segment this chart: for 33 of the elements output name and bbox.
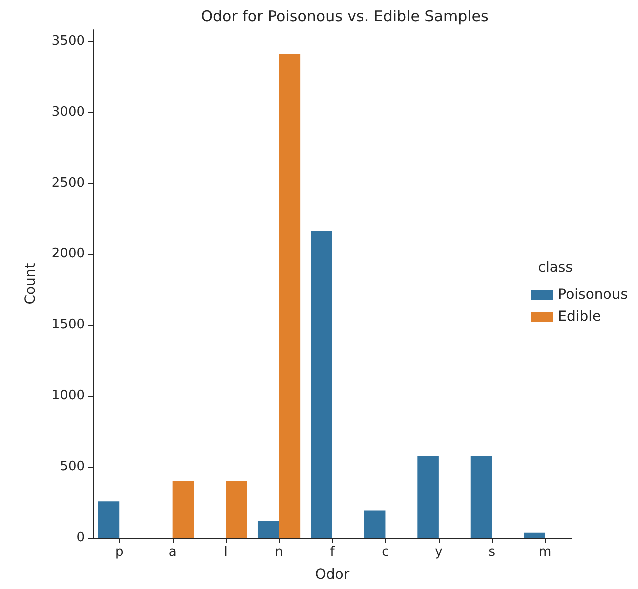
y-tick-label: 3500 — [52, 34, 85, 49]
bar — [258, 520, 280, 538]
x-tick-label: l — [224, 545, 228, 560]
x-tick-label: a — [168, 545, 177, 560]
legend-title: class — [538, 260, 574, 276]
y-tick-label: 1000 — [52, 388, 85, 404]
y-tick-label: 3000 — [52, 104, 85, 120]
bar — [418, 456, 439, 538]
legend-label: Poisonous — [558, 287, 628, 303]
x-tick-label: f — [330, 545, 336, 560]
bar — [226, 481, 248, 538]
x-tick-label: n — [275, 545, 284, 560]
y-tick-label: 2000 — [52, 246, 85, 262]
y-axis-title: Count — [23, 262, 39, 305]
y-tick-label: 2500 — [52, 176, 85, 191]
bar — [311, 231, 332, 538]
x-axis-title: Odor — [315, 567, 350, 583]
bar — [279, 54, 301, 538]
bar — [524, 532, 546, 538]
y-tick-label: 500 — [60, 460, 85, 475]
chart-title: Odor for Poisonous vs. Edible Samples — [201, 8, 489, 26]
legend-label: Edible — [558, 309, 602, 325]
x-tick-label: m — [539, 545, 552, 560]
bar — [172, 481, 194, 538]
bar — [470, 456, 492, 538]
x-tick-label: c — [382, 545, 390, 560]
bar — [364, 510, 386, 538]
x-tick-label: p — [115, 545, 124, 560]
y-tick-label: 1500 — [52, 318, 85, 333]
x-tick-label: s — [488, 545, 496, 560]
x-tick-label: y — [435, 545, 444, 560]
bar — [98, 502, 120, 538]
y-tick-label: 0 — [76, 530, 85, 546]
